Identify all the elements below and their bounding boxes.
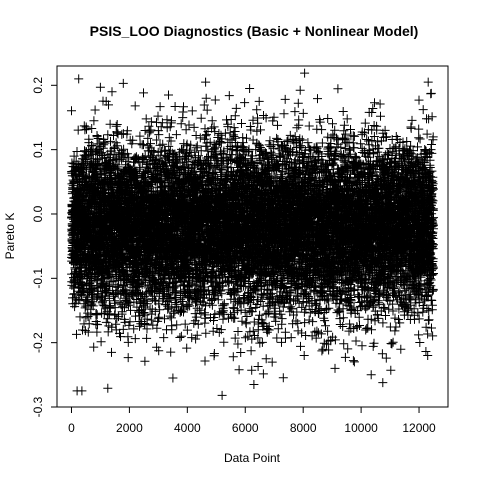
data-point — [166, 347, 176, 357]
data-point — [107, 347, 116, 357]
data-point — [140, 356, 150, 366]
data-point — [201, 77, 211, 87]
data-point — [118, 78, 128, 88]
data-point — [209, 290, 218, 300]
data-point — [209, 349, 219, 358]
data-point — [192, 141, 202, 151]
data-point — [92, 327, 102, 337]
data-point — [89, 116, 99, 126]
data-point — [187, 106, 197, 116]
data-point — [187, 333, 197, 343]
data-point — [155, 102, 165, 112]
data-point — [207, 300, 217, 310]
data-point — [125, 317, 135, 327]
data-point — [191, 131, 201, 140]
data-point — [69, 289, 79, 299]
data-point — [123, 353, 133, 363]
data-point — [200, 356, 210, 366]
data-point — [182, 343, 192, 353]
data-point — [77, 386, 87, 396]
data-point — [69, 151, 79, 161]
data-point — [196, 113, 206, 123]
data-point — [130, 334, 140, 344]
data-point — [182, 325, 192, 335]
data-point — [180, 319, 190, 329]
data-point — [189, 318, 199, 328]
chart-title: PSIS_LOO Diagnostics (Basic + Nonlinear … — [90, 23, 419, 39]
data-point — [176, 331, 186, 341]
data-point — [115, 297, 125, 307]
data-point — [176, 119, 186, 129]
data-point — [92, 310, 102, 320]
data-point — [175, 333, 185, 342]
data-point — [112, 314, 122, 324]
data-point — [139, 88, 148, 98]
data-point — [210, 95, 220, 105]
data-point — [155, 305, 165, 315]
data-point — [170, 102, 180, 111]
data-point — [179, 102, 188, 112]
data-point — [167, 325, 177, 335]
data-point — [201, 328, 211, 338]
data-point — [191, 334, 201, 344]
data-point — [159, 333, 169, 343]
data-point — [189, 122, 199, 132]
data-point — [209, 122, 219, 132]
data-point — [142, 333, 152, 343]
data-point — [96, 337, 106, 347]
data-point — [72, 147, 82, 156]
data-point — [90, 105, 100, 115]
data-point — [154, 130, 164, 140]
data-point — [207, 116, 217, 126]
data-point — [153, 111, 163, 121]
data-point — [103, 383, 113, 393]
data-point — [167, 116, 176, 126]
data-point — [123, 337, 133, 347]
data-point — [172, 320, 182, 330]
data-point — [67, 106, 76, 116]
data-point — [111, 121, 121, 131]
data-point — [89, 342, 99, 352]
data-point — [112, 120, 122, 129]
data-points — [67, 68, 438, 400]
data-point — [142, 324, 152, 334]
data-point — [87, 124, 97, 133]
data-point — [145, 126, 155, 136]
data-point — [75, 312, 85, 322]
data-point — [72, 329, 81, 339]
data-point — [192, 330, 202, 340]
